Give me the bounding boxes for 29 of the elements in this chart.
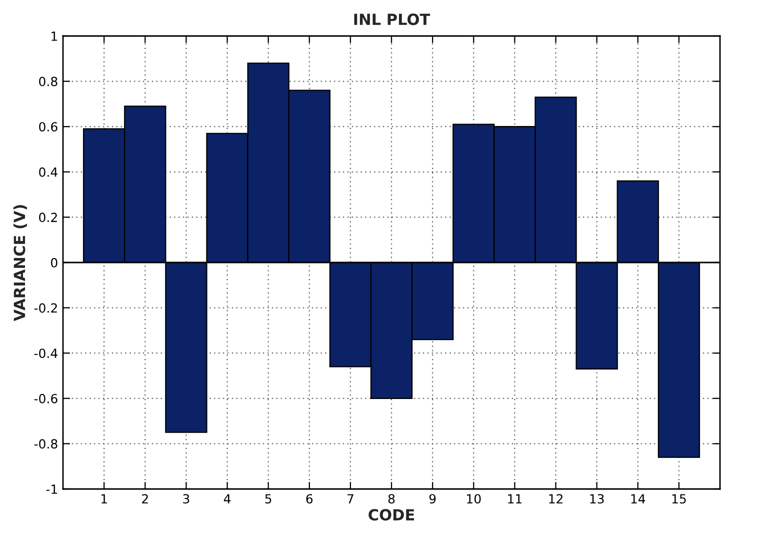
y-tick-label: 0.8 [39,76,58,86]
y-tick-label: 0 [51,258,58,268]
x-tick-label: 12 [549,494,562,504]
y-axis-title: VARIANCE (V) [13,205,28,322]
y-tick-label: -0.8 [34,439,58,449]
y-tick-label: 0.4 [39,167,58,177]
chart-title: INL PLOT [354,14,430,26]
x-tick-label: 14 [631,494,646,504]
x-tick-label: 8 [388,494,395,504]
x-axis-title: CODE [368,509,414,521]
y-tick-label: 0.2 [39,212,57,222]
x-tick-label: 4 [224,494,231,504]
y-tick-label: -0.2 [34,303,57,313]
x-tick-label: 11 [508,494,522,504]
y-tick-label: -1 [46,484,57,494]
y-tick-label: 0.6 [39,122,58,132]
x-tick-label: 5 [265,494,272,504]
x-tick-label: 2 [142,494,148,504]
x-tick-label: 3 [183,494,190,504]
y-tick-label: -0.6 [34,394,58,404]
y-tick-label: 1 [52,32,57,41]
x-tick-label: 10 [467,494,481,504]
x-tick-label: 9 [429,494,436,504]
x-tick-label: 15 [672,494,686,504]
x-tick-label: 6 [306,494,313,504]
x-tick-label: 7 [347,494,354,504]
x-tick-label: 13 [590,494,604,504]
x-tick-label: 1 [101,494,107,504]
y-tick-label: -0.4 [34,348,58,358]
